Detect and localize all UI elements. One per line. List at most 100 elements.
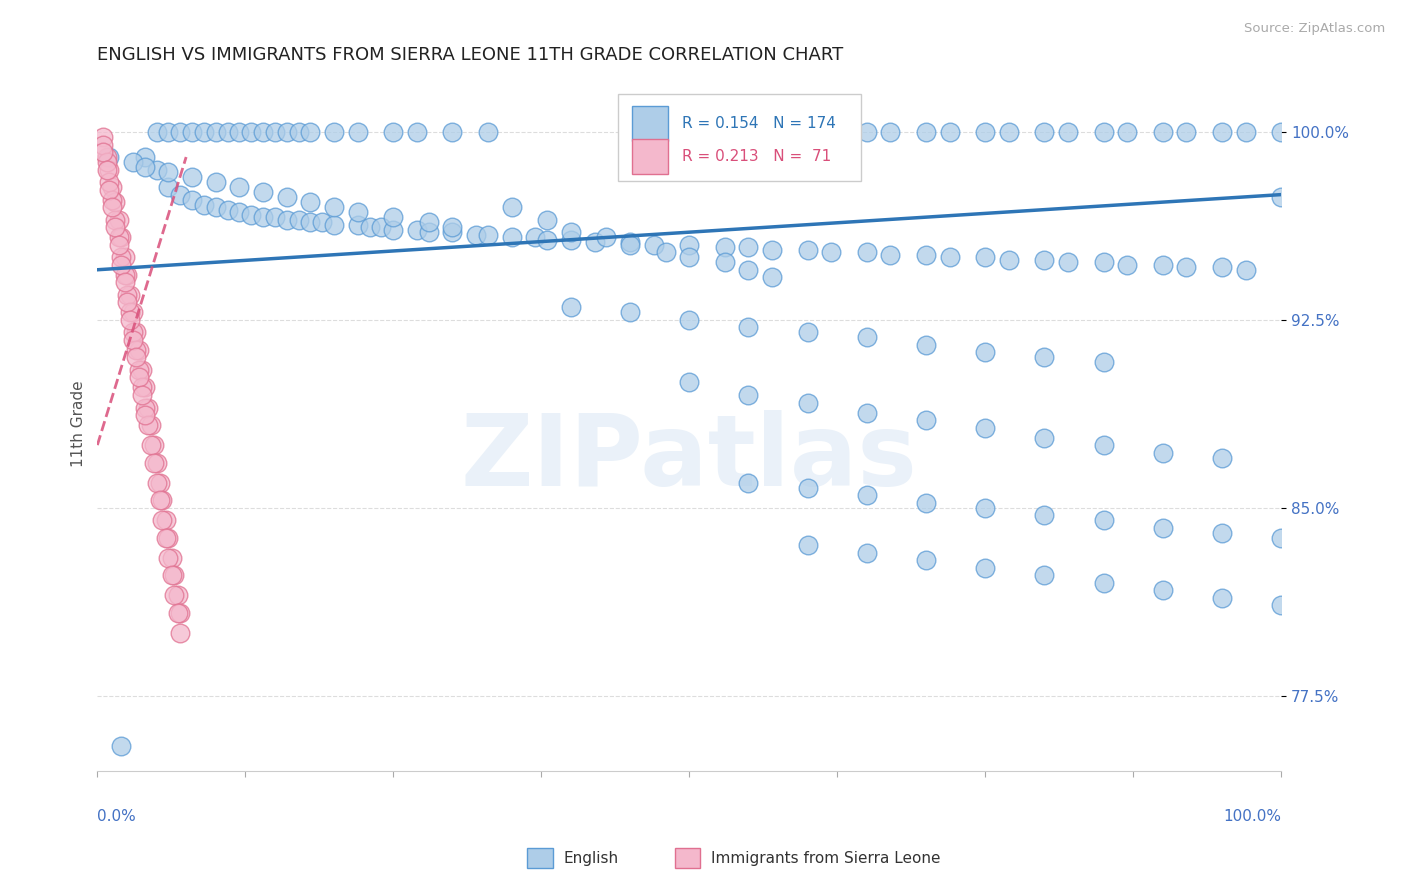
- Point: [1092, 513, 1115, 527]
- Point: [323, 218, 346, 232]
- Point: [678, 376, 700, 390]
- Point: [169, 187, 191, 202]
- Point: [104, 212, 127, 227]
- Point: [139, 438, 162, 452]
- Point: [193, 125, 215, 139]
- Point: [1211, 450, 1233, 465]
- Point: [536, 233, 558, 247]
- Point: [152, 513, 174, 527]
- Point: [217, 125, 239, 139]
- Text: English: English: [564, 851, 619, 865]
- Point: [796, 243, 818, 257]
- Point: [96, 150, 118, 164]
- Point: [465, 227, 488, 242]
- Point: [128, 343, 150, 357]
- Point: [149, 475, 172, 490]
- Point: [1152, 583, 1174, 598]
- Point: [110, 739, 132, 753]
- Point: [1211, 591, 1233, 605]
- Point: [595, 230, 617, 244]
- Point: [501, 200, 523, 214]
- Point: [855, 245, 877, 260]
- Point: [169, 626, 191, 640]
- Point: [619, 237, 641, 252]
- Point: [619, 235, 641, 250]
- Point: [98, 150, 121, 164]
- Point: [287, 212, 309, 227]
- Point: [125, 326, 148, 340]
- Point: [311, 215, 333, 229]
- Point: [820, 245, 842, 260]
- Point: [974, 345, 997, 359]
- Point: [1270, 531, 1292, 545]
- Point: [560, 233, 582, 247]
- Point: [204, 125, 226, 139]
- FancyBboxPatch shape: [633, 106, 668, 141]
- Point: [252, 185, 274, 199]
- Point: [1033, 568, 1056, 582]
- Point: [737, 388, 759, 402]
- Point: [441, 125, 464, 139]
- Point: [145, 456, 167, 470]
- Point: [110, 230, 132, 244]
- Point: [1033, 508, 1056, 523]
- Point: [879, 125, 901, 139]
- Point: [382, 125, 405, 139]
- Point: [120, 305, 142, 319]
- Point: [915, 553, 938, 567]
- Point: [299, 125, 322, 139]
- Point: [560, 301, 582, 315]
- Point: [143, 456, 166, 470]
- Point: [134, 160, 156, 174]
- Point: [100, 180, 122, 194]
- Point: [98, 183, 121, 197]
- Point: [560, 225, 582, 239]
- Point: [678, 313, 700, 327]
- Point: [346, 125, 368, 139]
- Point: [1270, 599, 1292, 613]
- Point: [100, 193, 122, 207]
- Y-axis label: 11th Grade: 11th Grade: [72, 381, 86, 467]
- Point: [1234, 262, 1257, 277]
- Point: [115, 295, 138, 310]
- Point: [1092, 575, 1115, 590]
- Point: [228, 180, 250, 194]
- Point: [107, 212, 129, 227]
- Point: [1033, 351, 1056, 365]
- Point: [1092, 255, 1115, 269]
- Point: [382, 210, 405, 224]
- Point: [152, 493, 174, 508]
- Point: [974, 500, 997, 515]
- Point: [998, 252, 1021, 267]
- Point: [217, 202, 239, 217]
- Point: [761, 243, 783, 257]
- Point: [134, 408, 156, 422]
- Point: [737, 262, 759, 277]
- Point: [134, 401, 156, 415]
- Point: [193, 197, 215, 211]
- Point: [131, 388, 153, 402]
- Point: [110, 258, 132, 272]
- Point: [98, 175, 121, 189]
- Point: [128, 370, 150, 384]
- Point: [501, 230, 523, 244]
- Point: [796, 538, 818, 552]
- Point: [157, 531, 180, 545]
- FancyBboxPatch shape: [619, 95, 860, 181]
- FancyBboxPatch shape: [633, 139, 668, 174]
- Point: [276, 212, 298, 227]
- Point: [136, 418, 159, 433]
- Point: [1033, 431, 1056, 445]
- Point: [104, 195, 127, 210]
- Point: [619, 305, 641, 319]
- Point: [228, 125, 250, 139]
- Point: [855, 405, 877, 419]
- Point: [114, 275, 136, 289]
- Point: [654, 245, 676, 260]
- Point: [128, 363, 150, 377]
- Point: [418, 225, 440, 239]
- Text: Source: ZipAtlas.com: Source: ZipAtlas.com: [1244, 22, 1385, 36]
- Point: [761, 270, 783, 285]
- Point: [820, 125, 842, 139]
- Point: [796, 125, 818, 139]
